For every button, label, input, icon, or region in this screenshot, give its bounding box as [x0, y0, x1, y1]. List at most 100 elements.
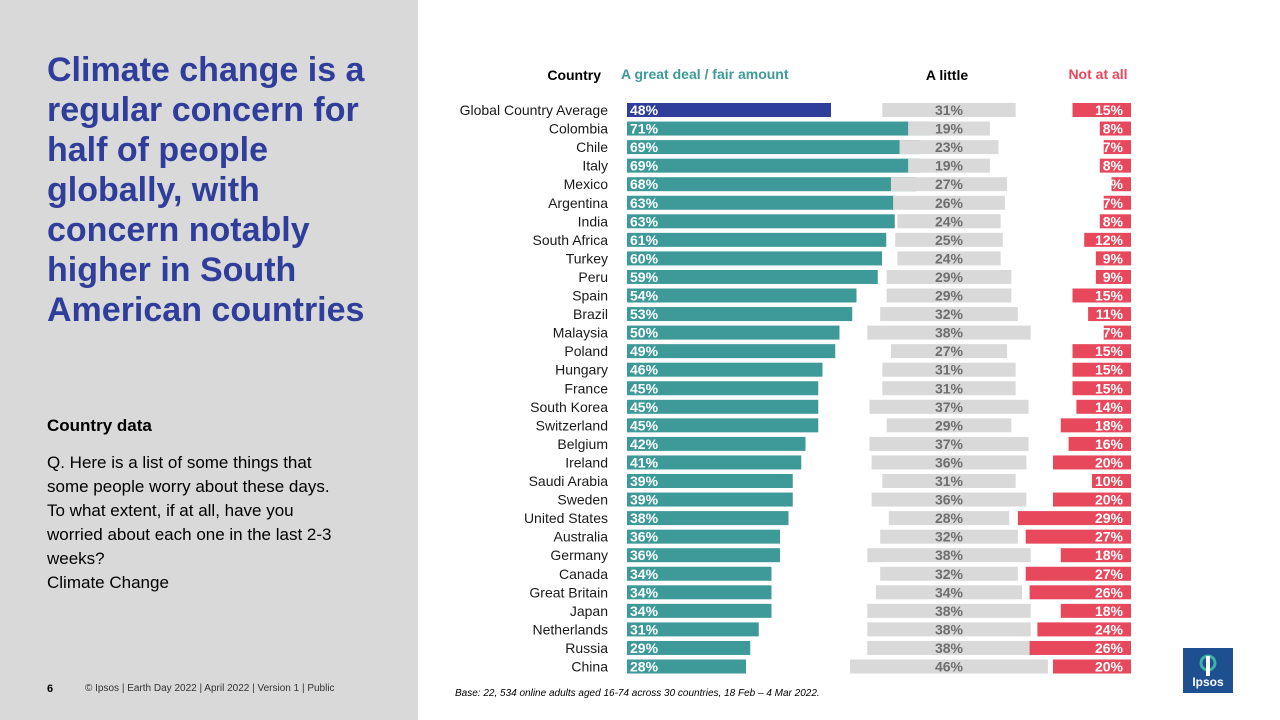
value-not-at-all: 11% — [1096, 306, 1124, 322]
value-not-at-all: 8% — [1103, 213, 1124, 229]
value-not-at-all: 7% — [1103, 195, 1124, 211]
bar-a-little — [882, 103, 1016, 117]
header-a-little: A little — [926, 67, 968, 83]
value-a-little: 31% — [935, 102, 964, 118]
country-label: Great Britain — [529, 584, 608, 600]
value-a-little: 27% — [935, 176, 964, 192]
country-label: Hungary — [555, 362, 608, 378]
bar-not-at-all — [1017, 511, 1131, 526]
bar-great-deal — [627, 344, 836, 359]
country-label: Saudi Arabia — [529, 473, 609, 489]
value-not-at-all: 15% — [1095, 102, 1124, 118]
bar-great-deal — [627, 566, 772, 581]
value-not-at-all: 27% — [1095, 529, 1124, 545]
logo-mark-icon — [1199, 654, 1217, 676]
bar-not-at-all — [1072, 381, 1131, 396]
value-great-deal: 34% — [630, 603, 659, 619]
bar-great-deal — [627, 195, 895, 210]
value-a-little: 36% — [935, 454, 964, 470]
value-great-deal: 46% — [630, 362, 659, 378]
country-label: Peru — [578, 269, 608, 285]
value-great-deal: 36% — [630, 529, 659, 545]
bar-a-little — [867, 548, 1031, 563]
value-a-little: 29% — [935, 417, 964, 433]
bar-great-deal — [627, 529, 780, 544]
logo-text: Ipsos — [1192, 675, 1224, 689]
value-a-little: 38% — [935, 621, 964, 637]
bar-great-deal — [627, 455, 802, 470]
bar-a-little — [867, 325, 1031, 340]
value-great-deal: 61% — [630, 232, 659, 248]
question-text: Q. Here is a list of some things that so… — [47, 453, 332, 568]
value-great-deal: 69% — [630, 158, 659, 174]
value-a-little: 38% — [935, 603, 964, 619]
value-not-at-all: 8% — [1103, 121, 1124, 137]
bar-not-at-all — [1053, 455, 1131, 470]
value-a-little: 25% — [935, 232, 964, 248]
bar-great-deal — [627, 399, 819, 414]
country-label: India — [578, 213, 609, 229]
value-a-little: 24% — [935, 250, 964, 266]
country-label: Mexico — [564, 176, 609, 192]
header-not-at-all: Not at all — [1068, 66, 1127, 82]
bar-great-deal — [627, 140, 921, 155]
value-a-little: 34% — [935, 584, 964, 600]
value-a-little: 37% — [935, 436, 964, 452]
value-great-deal: 45% — [630, 399, 659, 415]
bar-not-at-all — [1025, 566, 1131, 581]
bar-not-at-all — [1053, 492, 1131, 507]
bar-great-deal — [627, 511, 789, 526]
bar-great-deal — [627, 307, 853, 322]
bar-a-little — [886, 418, 1012, 433]
value-great-deal: 38% — [630, 510, 659, 526]
bar-a-little — [882, 381, 1016, 396]
bar-great-deal — [627, 418, 819, 433]
bar-a-little — [890, 177, 1008, 192]
country-label: Chile — [576, 139, 608, 155]
bar-not-at-all — [1092, 474, 1131, 488]
bar-great-deal — [627, 214, 895, 229]
bar-a-little — [908, 121, 990, 136]
value-not-at-all: 9% — [1103, 269, 1124, 285]
bar-not-at-all — [1037, 622, 1131, 637]
section-label: Country data — [47, 416, 152, 435]
value-a-little: 36% — [935, 492, 964, 508]
bar-not-at-all — [1025, 529, 1131, 544]
value-not-at-all: 26% — [1095, 584, 1124, 600]
bar-not-at-all — [1060, 548, 1131, 563]
bar-great-deal — [627, 362, 823, 377]
value-great-deal: 69% — [630, 139, 659, 155]
value-a-little: 31% — [935, 362, 964, 378]
bar-not-at-all — [1103, 140, 1131, 155]
country-label: Australia — [554, 529, 609, 545]
page-number: 6 — [47, 683, 54, 695]
value-not-at-all: 15% — [1095, 343, 1124, 359]
bar-a-little — [867, 622, 1031, 637]
value-great-deal: 41% — [630, 454, 659, 470]
header-great-deal: A great deal / fair amount — [621, 66, 789, 82]
bar-a-little — [908, 158, 990, 173]
value-great-deal: 68% — [630, 176, 659, 192]
page-title: Climate change is a regular concern for … — [47, 51, 365, 329]
country-label: United States — [524, 510, 608, 526]
left-panel — [0, 0, 418, 720]
country-label: South Korea — [530, 399, 608, 415]
value-a-little: 19% — [935, 158, 964, 174]
country-label: Malaysia — [553, 325, 608, 341]
value-not-at-all: 29% — [1095, 510, 1124, 526]
value-not-at-all: 12% — [1095, 232, 1124, 248]
country-label: Colombia — [549, 121, 608, 137]
bar-not-at-all — [1076, 399, 1131, 414]
bar-a-little — [869, 436, 1029, 451]
bar-a-little — [899, 140, 999, 155]
value-a-little: 38% — [935, 325, 964, 341]
value-great-deal: 54% — [630, 288, 659, 304]
value-a-little: 32% — [935, 566, 964, 582]
value-not-at-all: 20% — [1095, 659, 1124, 675]
country-label: Global Country Average — [460, 102, 609, 118]
bar-a-little — [895, 232, 1003, 247]
value-great-deal: 63% — [630, 213, 659, 229]
country-label: Italy — [582, 158, 608, 174]
bar-not-at-all — [1111, 177, 1131, 192]
bar-not-at-all — [1095, 269, 1131, 284]
